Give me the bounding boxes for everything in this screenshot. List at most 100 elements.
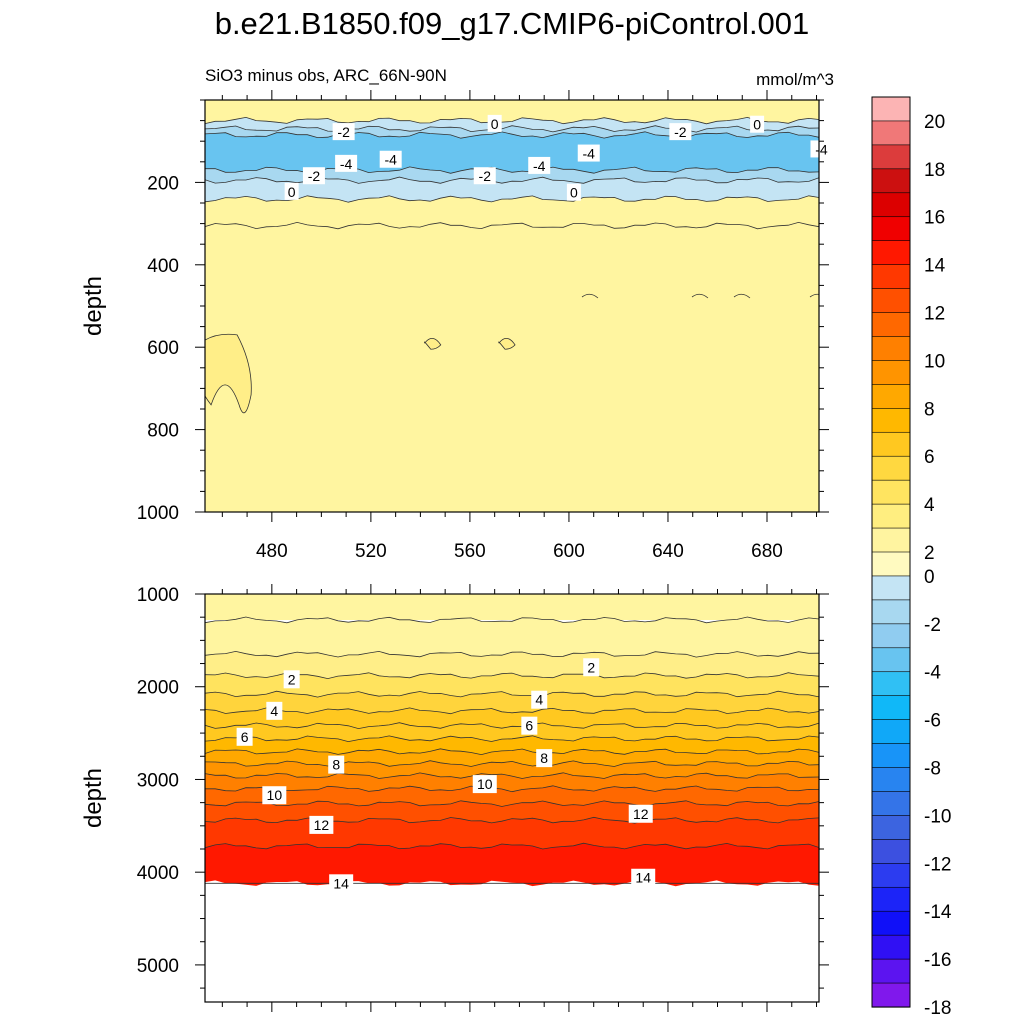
y-tick-label: 800 xyxy=(147,421,179,442)
lower-panel-fill xyxy=(205,594,819,1002)
contour-label-text: 4 xyxy=(270,703,278,719)
colorbar-tick-label: 18 xyxy=(924,160,945,181)
lower-panel-band xyxy=(205,772,819,792)
contour-label-background xyxy=(309,815,334,834)
colorbar-swatch xyxy=(871,934,911,960)
lower-panel-contour-lines xyxy=(205,616,819,884)
colorbar-swatch xyxy=(871,599,911,625)
contour-label-background xyxy=(583,658,600,677)
colorbar-swatch xyxy=(871,192,911,218)
lower-panel-band xyxy=(205,843,819,887)
upper-panel-contour xyxy=(205,221,819,230)
contour-label-text: 0 xyxy=(570,185,578,201)
contour-label: 4 xyxy=(266,701,283,720)
contour-label-text: -2 xyxy=(308,168,321,184)
colorbar-swatch xyxy=(871,886,911,912)
upper-panel-patch xyxy=(498,338,516,350)
x-tick-label: 600 xyxy=(553,541,585,562)
upper-panel-band xyxy=(205,195,819,229)
colorbar-swatch xyxy=(871,168,911,194)
contour-label: 10 xyxy=(472,775,497,794)
colorbar-frame xyxy=(871,96,911,1008)
y-tick-label: 200 xyxy=(147,173,179,194)
upper-panel-contour xyxy=(205,195,819,203)
contour-label-background xyxy=(531,690,548,709)
contour-label-background xyxy=(329,874,354,893)
contour-label-background xyxy=(810,140,833,158)
colorbar-tick-label: 20 xyxy=(924,112,945,133)
contour-label-background xyxy=(628,804,653,823)
colorbar-tick-label: -6 xyxy=(924,711,941,732)
upper-panel-contour-fragment xyxy=(691,293,709,299)
upper-panel-contour xyxy=(205,116,819,125)
upper-panel-axes: 480 520 560 600 640 680 200 400 600 800 1000 xyxy=(137,90,829,562)
lower-panel-band xyxy=(205,651,819,679)
colorbar-swatch xyxy=(871,455,911,481)
contour-label-background xyxy=(669,123,692,141)
contour-label-text: -4 xyxy=(815,141,828,157)
contour-label-text: 2 xyxy=(288,671,296,687)
contour-label-background xyxy=(236,727,253,746)
lower-panel-band xyxy=(205,748,819,767)
colorbar-swatch xyxy=(871,551,911,577)
x-tick-label: 680 xyxy=(751,541,783,562)
colorbar-tick-label: -4 xyxy=(924,663,941,684)
lower-panel-contour xyxy=(205,842,819,850)
lower-panel-band xyxy=(205,594,819,620)
colorbar-swatch xyxy=(871,863,911,888)
contour-label-background xyxy=(302,167,325,185)
contour-label: 6 xyxy=(521,716,538,735)
y-tick-label: 600 xyxy=(147,338,179,359)
contour-label-background xyxy=(379,150,402,168)
colorbar-swatch xyxy=(871,527,911,553)
lower-panel-band xyxy=(205,817,819,849)
contour-label-text: 10 xyxy=(267,787,283,803)
contour-label-text: 12 xyxy=(314,817,330,833)
contour-label-background xyxy=(473,167,496,185)
upper-panel-contour-fragment xyxy=(581,293,599,299)
contour-label-text: -4 xyxy=(533,158,546,174)
lower-panel-contour xyxy=(205,748,819,756)
upper-panel-band xyxy=(205,117,819,133)
colorbar-tick-label: -8 xyxy=(924,759,941,780)
lower-panel-axes: 1000 2000 3000 4000 5000 xyxy=(137,584,829,1012)
contour-label-text: 0 xyxy=(753,117,761,133)
figure-title: b.e21.B1850.f09_g17.CMIP6-piControl.001 xyxy=(214,6,810,41)
lower-panel-band xyxy=(205,800,819,824)
x-tick-label: 560 xyxy=(454,541,486,562)
colorbar-swatch xyxy=(871,384,911,409)
contour-label: -4 xyxy=(528,156,551,174)
lower-panel-band xyxy=(205,617,819,658)
colorbar-tick-label: 0 xyxy=(924,567,935,588)
y-tick-label: 400 xyxy=(147,256,179,277)
colorbar-swatch xyxy=(871,743,911,769)
contour-label: -4 xyxy=(577,144,600,162)
lower-panel-contour xyxy=(205,690,819,698)
contour-label: 2 xyxy=(583,658,600,677)
upper-panel-patch xyxy=(205,333,252,414)
lower-panel-contour xyxy=(205,816,819,824)
colorbar-tick-label: -10 xyxy=(924,806,951,827)
contour-label-background xyxy=(566,183,581,201)
colorbar-swatch xyxy=(871,647,911,673)
lower-panel-band xyxy=(205,785,819,807)
lower-panel-band xyxy=(205,691,819,714)
colorbar-swatch xyxy=(871,575,911,601)
upper-panel-band xyxy=(205,131,819,174)
contour-label: 8 xyxy=(328,755,345,774)
colorbar-swatch xyxy=(871,767,911,793)
contour-label-text: 12 xyxy=(633,806,649,822)
colorbar-tick-label: 16 xyxy=(924,208,945,229)
lower-panel-contour xyxy=(205,735,819,743)
colorbar-tick-label: 4 xyxy=(924,495,935,516)
colorbar-swatch xyxy=(871,144,911,170)
upper-panel-patch xyxy=(423,338,442,350)
contour-label-background xyxy=(266,701,283,720)
contour-label-background xyxy=(631,868,656,887)
contour-label-text: 4 xyxy=(535,692,543,708)
contour-label-background xyxy=(528,156,551,174)
colorbar-swatch xyxy=(871,791,911,817)
